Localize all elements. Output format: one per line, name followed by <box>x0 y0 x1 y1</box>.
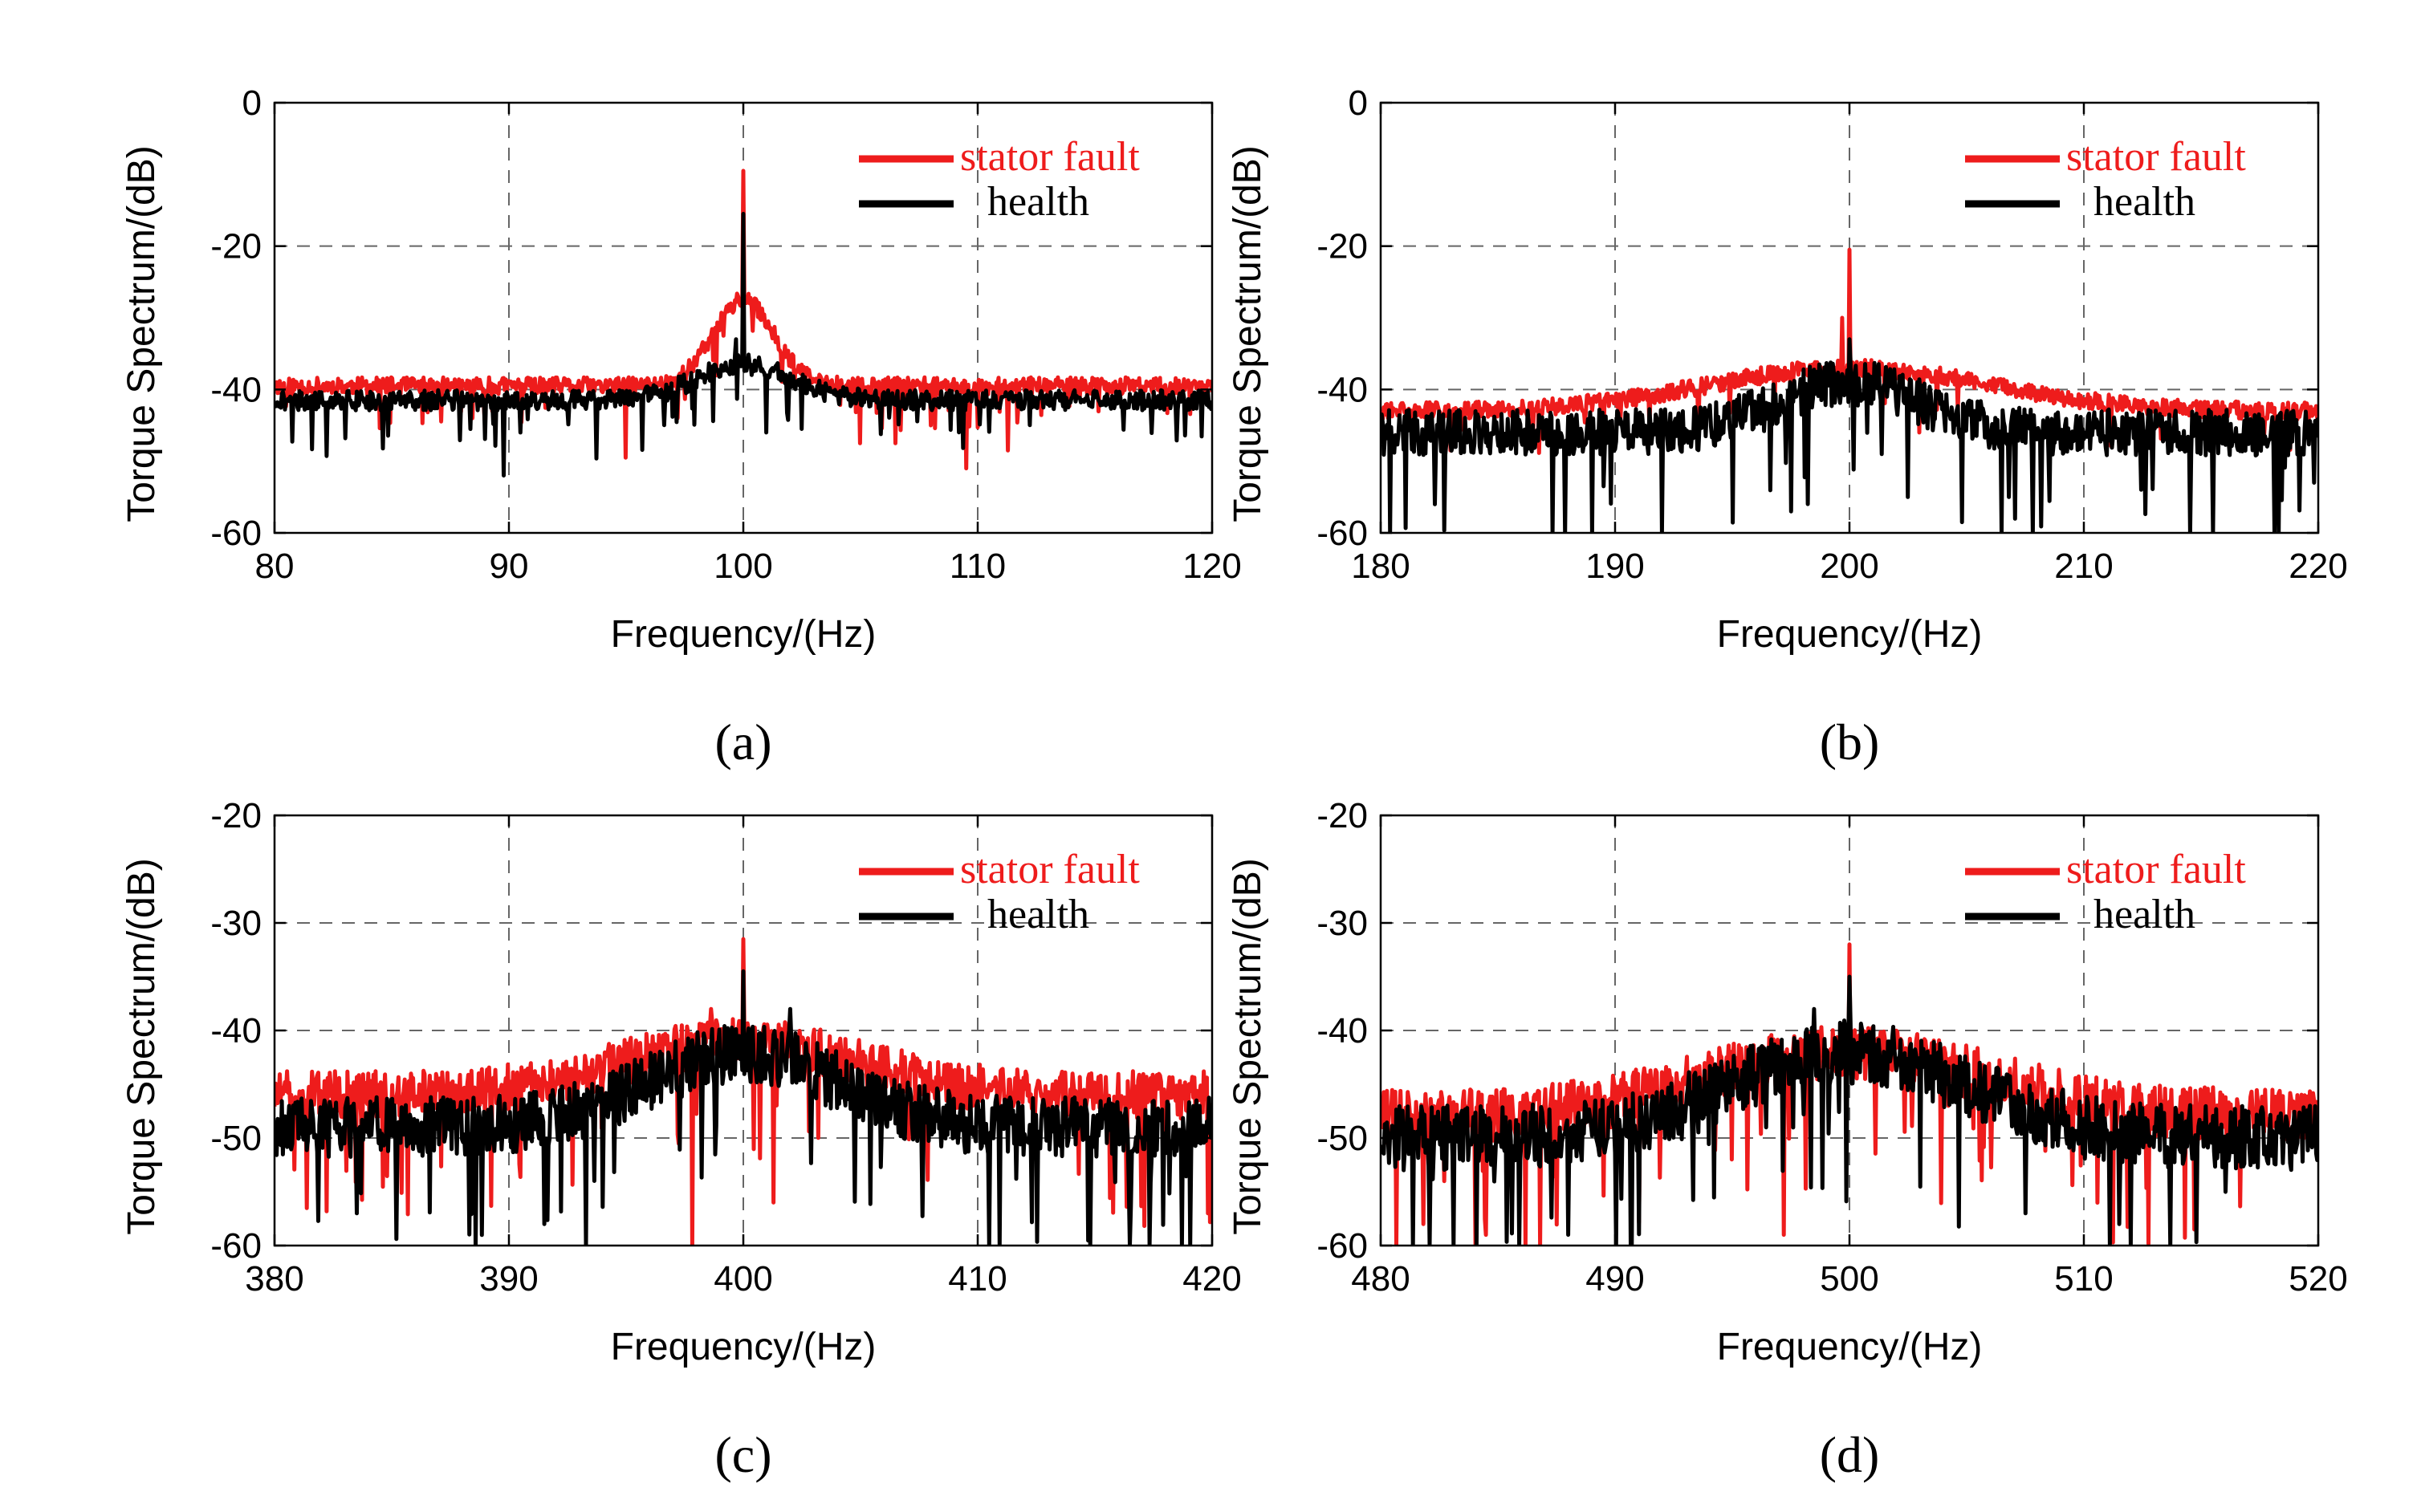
x-axis-label: Frequency/(Hz) <box>1717 1326 1983 1368</box>
legend-label-health: health <box>987 892 1089 937</box>
x-tick-label: 510 <box>2054 1259 2113 1299</box>
x-tick-label: 520 <box>2289 1259 2347 1299</box>
x-tick-label: 210 <box>2054 547 2113 586</box>
series-line-stator-fault <box>275 169 1212 471</box>
x-tick-label: 490 <box>1585 1259 1644 1299</box>
chart-panel-d: 480 490 500 510 520 -60 -50 -40 -30 -20 Frequency/… <box>1227 796 2348 1483</box>
x-tick-label: 500 <box>1820 1259 1878 1299</box>
y-tick-label: -20 <box>1316 796 1368 835</box>
legend-label-health: health <box>987 179 1089 225</box>
x-tick-label: 400 <box>714 1259 772 1299</box>
x-tick-label: 120 <box>1182 547 1241 586</box>
x-tick-label: 80 <box>255 547 295 586</box>
y-tick-label: -50 <box>210 1119 262 1158</box>
x-tick-label: 420 <box>1182 1259 1241 1299</box>
x-tick-label: 200 <box>1820 547 1878 586</box>
y-tick-label: -60 <box>1316 1226 1368 1266</box>
chart-panel-c: 380 390 400 410 420 -60 -50 -40 -30 -20 Frequency/… <box>120 796 1242 1483</box>
y-tick-label: 0 <box>1349 83 1368 123</box>
y-tick-label: -60 <box>210 514 262 553</box>
x-axis-label: Frequency/(Hz) <box>611 613 877 656</box>
panel-label: (c) <box>714 1426 771 1483</box>
y-tick-label: -50 <box>1316 1119 1368 1158</box>
series-line-stator-fault <box>1381 247 2318 455</box>
legend-label-health: health <box>2093 179 2195 225</box>
y-axis-label: Torque Spectrum/(dB) <box>120 145 163 522</box>
x-tick-label: 390 <box>479 1259 538 1299</box>
y-axis-label: Torque Spectrum/(dB) <box>1227 145 1269 522</box>
chart-panel-b: 180 190 200 210 220 -60 -40 -20 0 Frequency/(Hz) T… <box>1227 83 2348 770</box>
y-tick-label: -60 <box>1316 514 1368 553</box>
legend-label-stator-fault: stator fault <box>2066 134 2246 180</box>
x-tick-label: 190 <box>1585 547 1644 586</box>
series-line-health <box>275 212 1212 478</box>
y-tick-label: -20 <box>210 796 262 835</box>
y-tick-label: -40 <box>210 370 262 409</box>
chart-panel-a: 80 90 100 110 120 -60 -40 -20 0 Frequency/(Hz) Tor… <box>120 83 1242 770</box>
series-line-health <box>275 969 1212 1246</box>
x-tick-label: 180 <box>1351 547 1410 586</box>
y-tick-label: 0 <box>242 83 262 123</box>
panel-label: (a) <box>714 713 771 770</box>
x-tick-label: 480 <box>1351 1259 1410 1299</box>
x-tick-label: 110 <box>950 547 1006 586</box>
x-tick-label: 220 <box>2289 547 2347 586</box>
x-axis-label: Frequency/(Hz) <box>611 1326 877 1368</box>
y-tick-label: -40 <box>1316 370 1368 409</box>
y-axis-label: Torque Spectrum/(dB) <box>120 858 163 1235</box>
series-line-stator-fault <box>1381 942 2318 1246</box>
y-tick-label: -60 <box>210 1226 262 1266</box>
y-tick-label: -40 <box>1316 1011 1368 1051</box>
legend-label-stator-fault: stator fault <box>2066 847 2246 892</box>
legend-label-health: health <box>2093 892 2195 937</box>
x-tick-label: 100 <box>714 547 772 586</box>
panel-label: (d) <box>1820 1426 1880 1483</box>
y-tick-label: -20 <box>1316 227 1368 266</box>
x-tick-label: 90 <box>490 547 529 586</box>
y-tick-label: -30 <box>210 904 262 943</box>
legend-label-stator-fault: stator fault <box>960 847 1140 892</box>
series-line-health <box>1381 974 2318 1246</box>
y-tick-label: -20 <box>210 227 262 266</box>
x-tick-label: 410 <box>948 1259 1007 1299</box>
y-tick-label: -40 <box>210 1011 262 1051</box>
panel-label: (b) <box>1820 713 1880 770</box>
series-line-health <box>1381 337 2318 533</box>
x-tick-label: 380 <box>245 1259 303 1299</box>
x-axis-label: Frequency/(Hz) <box>1717 613 1983 656</box>
legend-label-stator-fault: stator fault <box>960 134 1140 180</box>
y-axis-label: Torque Spectrum/(dB) <box>1227 858 1269 1235</box>
y-tick-label: -30 <box>1316 904 1368 943</box>
